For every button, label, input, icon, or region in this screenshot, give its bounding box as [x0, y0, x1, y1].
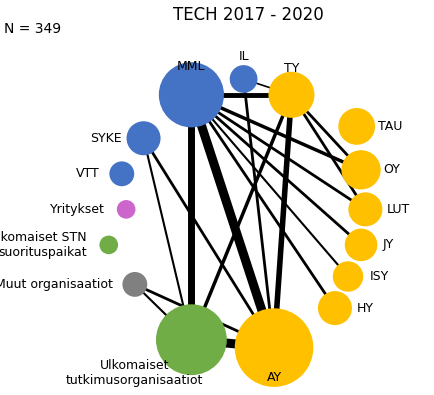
Point — [187, 92, 194, 98]
Text: HY: HY — [356, 302, 373, 314]
Point — [331, 305, 338, 311]
Point — [131, 281, 138, 288]
Text: Yritykset: Yritykset — [49, 203, 104, 216]
Point — [140, 135, 147, 141]
Text: TAU: TAU — [378, 120, 402, 133]
Text: JY: JY — [382, 239, 393, 251]
Text: TY: TY — [283, 62, 299, 75]
Point — [352, 123, 359, 130]
Text: OY: OY — [382, 164, 399, 176]
Point — [357, 167, 364, 173]
Point — [122, 206, 129, 213]
Text: LUT: LUT — [386, 203, 409, 216]
Text: MML: MML — [177, 60, 205, 73]
Text: Muut organisaatiot: Muut organisaatiot — [0, 278, 113, 291]
Text: TECH 2017 - 2020: TECH 2017 - 2020 — [172, 6, 322, 24]
Text: IL: IL — [238, 50, 248, 63]
Text: Ulkomaiset
tutkimusorganisaatiot: Ulkomaiset tutkimusorganisaatiot — [66, 359, 203, 387]
Text: AY: AY — [266, 371, 281, 384]
Point — [105, 242, 112, 248]
Point — [270, 344, 277, 351]
Text: VTT: VTT — [76, 167, 100, 180]
Point — [287, 92, 294, 98]
Text: Ulkomaiset STN
suorituspaikat: Ulkomaiset STN suorituspaikat — [0, 231, 87, 259]
Point — [344, 273, 351, 280]
Point — [118, 171, 125, 177]
Text: SYKE: SYKE — [90, 132, 122, 145]
Point — [357, 242, 364, 248]
Point — [187, 337, 194, 343]
Point — [240, 76, 247, 82]
Text: N = 349: N = 349 — [4, 22, 61, 36]
Text: ISY: ISY — [369, 270, 388, 283]
Point — [361, 206, 368, 213]
